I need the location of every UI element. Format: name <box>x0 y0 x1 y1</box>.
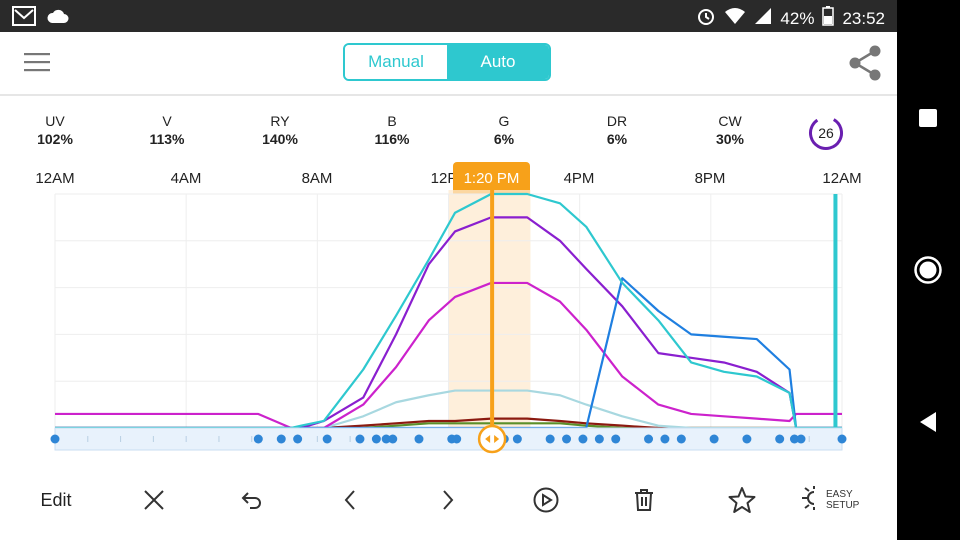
channel-value: 6% <box>493 131 515 147</box>
handle-left-arrow <box>485 435 491 443</box>
close-icon[interactable] <box>134 480 174 520</box>
preset-counter[interactable]: 26 <box>808 115 844 151</box>
time-axis: 12AM 4AM 8AM 12P 4PM 8PM 12AM <box>0 170 897 192</box>
keyframe-dot <box>676 434 686 444</box>
keyframe-dot <box>388 434 398 444</box>
app-screen: 42% 23:52 Manual Auto UV 102% V 113% RY 140… <box>0 0 897 540</box>
bottom-toolbar: Edit EASY SETUP <box>0 470 897 530</box>
keyframe-dot <box>253 434 263 444</box>
time-tick: 12AM <box>35 170 75 187</box>
channel-ry[interactable]: RY 140% <box>240 112 320 148</box>
easy-setup-label: EASY SETUP <box>826 489 859 511</box>
easy-setup-line2: SETUP <box>826 500 860 511</box>
keyframe-dot <box>355 434 365 444</box>
keyframe-dot <box>775 434 785 444</box>
time-tick: 8PM <box>694 170 726 187</box>
channel-cw[interactable]: CW 30% <box>690 112 770 148</box>
channel-name: V <box>162 113 172 129</box>
intensity-chart[interactable] <box>0 190 897 465</box>
battery-icon <box>822 6 835 31</box>
channel-g[interactable]: G 6% <box>464 112 544 148</box>
keyframe-dot <box>742 434 752 444</box>
keyframe-dot <box>789 434 799 444</box>
previous-icon[interactable] <box>330 480 370 520</box>
channel-value: 116% <box>374 131 410 147</box>
play-icon[interactable] <box>526 480 566 520</box>
time-tick: 12AM <box>822 170 862 187</box>
keyframe-dot <box>322 434 332 444</box>
keyframe-dot <box>276 434 286 444</box>
channel-name: CW <box>718 113 742 129</box>
wifi-icon <box>724 7 746 30</box>
signal-icon <box>754 7 772 30</box>
clock-time: 23:52 <box>842 8 885 28</box>
keyframe-dot <box>562 434 572 444</box>
channel-v[interactable]: V 113% <box>127 112 207 148</box>
undo-icon[interactable] <box>232 480 272 520</box>
cursor-time-label[interactable]: 1:20 PM <box>453 162 530 194</box>
keyframe-dot <box>371 434 381 444</box>
edit-button[interactable]: Edit <box>40 489 72 510</box>
counter-value: 26 <box>818 125 834 141</box>
keyframe-dot <box>594 434 604 444</box>
channel-name: UV <box>45 113 65 129</box>
handle-right-arrow <box>494 435 500 443</box>
time-tick: 4PM <box>563 170 595 187</box>
time-tick: 8AM <box>301 170 333 187</box>
channel-dr[interactable]: DR 6% <box>577 112 657 148</box>
channel-name: G <box>498 113 510 129</box>
share-icon[interactable] <box>848 45 882 86</box>
status-bar: 42% 23:52 <box>0 0 897 32</box>
keyframe-dot <box>611 434 621 444</box>
alarm-icon <box>696 6 716 31</box>
channel-name: B <box>387 113 397 129</box>
keyframe-dot <box>644 434 654 444</box>
channel-value: 6% <box>606 131 628 147</box>
channel-value: 102% <box>37 131 73 147</box>
channel-name: DR <box>606 113 628 129</box>
star-icon[interactable] <box>722 480 762 520</box>
keyframe-dot <box>50 434 60 444</box>
menu-icon[interactable] <box>24 52 50 77</box>
channel-value: 30% <box>715 131 745 147</box>
keyframe-dot <box>660 434 670 444</box>
cursor-band <box>448 190 531 428</box>
channel-name: RY <box>270 113 290 129</box>
home-button[interactable] <box>911 253 945 287</box>
keyframe-dot <box>293 434 303 444</box>
gmail-icon <box>12 6 36 31</box>
time-tick: 12P <box>430 170 458 187</box>
mode-manual-button[interactable]: Manual <box>345 45 447 79</box>
keyframe-dot <box>796 434 806 444</box>
keyframe-dot <box>837 434 847 444</box>
app-bar: Manual Auto <box>0 32 897 96</box>
battery-percent: 42% <box>780 8 815 28</box>
keyframe-dot <box>452 434 462 444</box>
trash-icon[interactable] <box>624 480 664 520</box>
keyframe-dot <box>578 434 588 444</box>
easy-setup-button[interactable]: EASY SETUP <box>800 480 870 520</box>
cloud-icon <box>46 8 70 29</box>
cursor-handle <box>477 424 507 454</box>
recents-button[interactable] <box>911 101 945 135</box>
system-nav-bar <box>897 0 960 540</box>
channel-levels: UV 102% V 113% RY 140% B 116% G 6% DR 6% CW 30% <box>0 112 897 156</box>
channel-value: 113% <box>149 131 185 147</box>
time-tick: 4AM <box>170 170 202 187</box>
next-icon[interactable] <box>428 480 468 520</box>
channel-value: 140% <box>262 131 298 147</box>
back-button[interactable] <box>911 405 945 439</box>
mode-auto-button[interactable]: Auto <box>447 45 549 79</box>
keyframe-dot <box>414 434 424 444</box>
channel-uv[interactable]: UV 102% <box>15 112 95 148</box>
keyframe-dot <box>381 434 391 444</box>
mode-toggle[interactable]: Manual Auto <box>343 43 551 81</box>
keyframe-dot <box>545 434 555 444</box>
easy-setup-line1: EASY <box>826 489 853 500</box>
keyframe-dot <box>512 434 522 444</box>
keyframe-dot <box>709 434 719 444</box>
sun-icon <box>800 485 820 515</box>
series-line <box>55 281 842 430</box>
channel-b[interactable]: B 116% <box>352 112 432 148</box>
